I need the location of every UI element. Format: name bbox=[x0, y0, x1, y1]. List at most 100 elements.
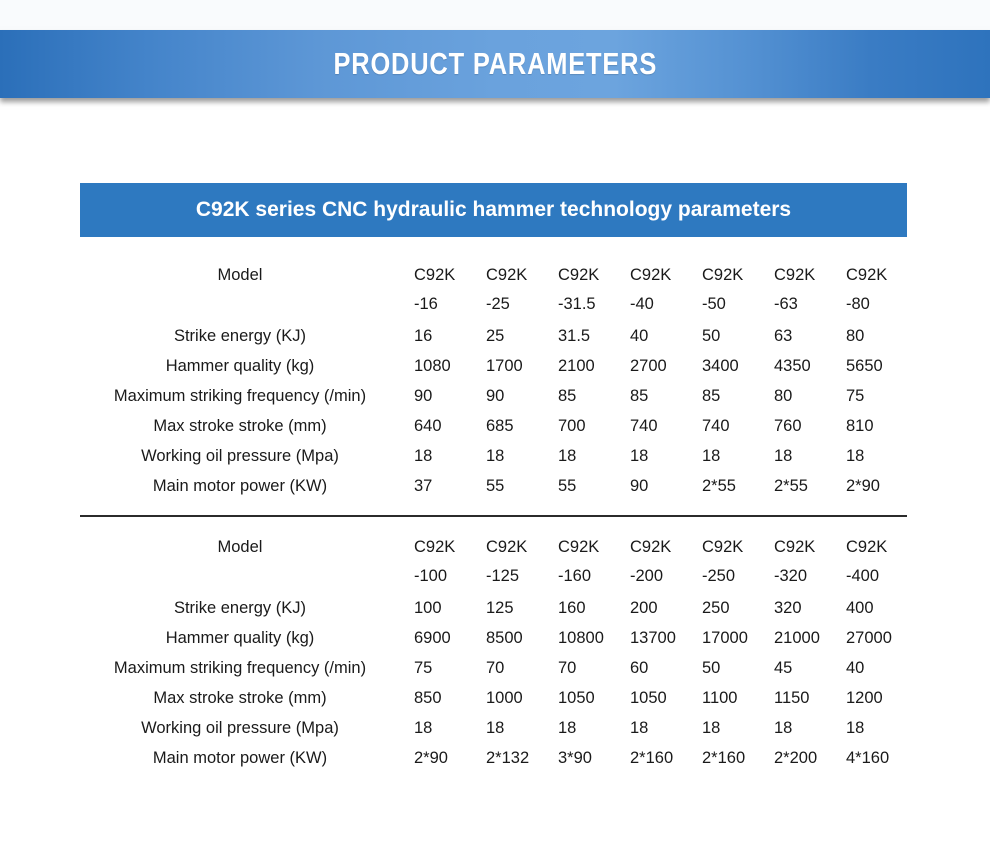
value-cell: 200 bbox=[630, 598, 658, 617]
model-cell: C92K -31.5 bbox=[544, 261, 616, 319]
model-cell: C92K -16 bbox=[400, 261, 472, 319]
model-suffix: -63 bbox=[774, 295, 798, 313]
spec-table-1: Model C92K -16 C92K -25 C92K -31.5 C92K -40 C92K -… bbox=[80, 261, 907, 501]
value-cell: 1100 bbox=[702, 688, 738, 707]
value-cell: 2*90 bbox=[414, 748, 448, 767]
row-label: Strike energy (KJ) bbox=[173, 598, 307, 617]
value-cell: 760 bbox=[774, 416, 802, 435]
model-prefix: C92K bbox=[702, 538, 744, 556]
value-cell: 90 bbox=[630, 476, 649, 495]
value-cell: 18 bbox=[774, 446, 793, 465]
model-prefix: C92K bbox=[558, 538, 600, 556]
value-cell: 18 bbox=[846, 718, 865, 737]
value-cell: 13700 bbox=[630, 628, 676, 647]
banner-gap bbox=[0, 98, 990, 183]
model-suffix: -50 bbox=[702, 295, 726, 313]
value-cell: 18 bbox=[414, 718, 433, 737]
table-row: Strike energy (KJ) 16 25 31.5 40 50 63 80 bbox=[80, 321, 907, 351]
value-cell: 70 bbox=[486, 658, 505, 677]
table-row: Main motor power (KW) 2*90 2*132 3*90 2*160 2… bbox=[80, 743, 907, 773]
value-cell: 1200 bbox=[846, 688, 883, 707]
model-prefix: C92K bbox=[630, 538, 672, 556]
row-label: Hammer quality (kg) bbox=[165, 356, 315, 375]
value-cell: 4*160 bbox=[846, 748, 890, 767]
value-cell: 17000 bbox=[702, 628, 748, 647]
value-cell: 50 bbox=[702, 326, 721, 345]
value-cell: 18 bbox=[486, 718, 505, 737]
table-row: Maximum striking frequency (/min) 90 90 85 8… bbox=[80, 381, 907, 411]
table-divider bbox=[80, 515, 907, 517]
value-cell: 2*132 bbox=[486, 748, 530, 767]
value-cell: 18 bbox=[774, 718, 793, 737]
table-row: Main motor power (KW) 37 55 55 90 2*55 2*55 2*9… bbox=[80, 471, 907, 501]
value-cell: 700 bbox=[558, 416, 586, 435]
parameters-card: C92K series CNC hydraulic hammer technol… bbox=[80, 183, 907, 773]
row-label: Main motor power (KW) bbox=[152, 748, 328, 767]
model-prefix: C92K bbox=[630, 266, 672, 284]
model-prefix: C92K bbox=[486, 538, 528, 556]
model-suffix: -80 bbox=[846, 295, 870, 313]
model-cell: C92K -125 bbox=[472, 533, 544, 591]
value-cell: 75 bbox=[846, 386, 865, 405]
value-cell: 18 bbox=[702, 718, 721, 737]
table-title: C92K series CNC hydraulic hammer technol… bbox=[195, 198, 792, 221]
model-cell: C92K -40 bbox=[616, 261, 688, 319]
value-cell: 2100 bbox=[558, 356, 595, 375]
value-cell: 8500 bbox=[486, 628, 523, 647]
value-cell: 85 bbox=[702, 386, 721, 405]
value-cell: 6900 bbox=[414, 628, 451, 647]
value-cell: 27000 bbox=[846, 628, 892, 647]
value-cell: 640 bbox=[414, 416, 442, 435]
value-cell: 10800 bbox=[558, 628, 604, 647]
value-cell: 60 bbox=[630, 658, 649, 677]
model-prefix: C92K bbox=[774, 266, 816, 284]
value-cell: 740 bbox=[702, 416, 730, 435]
value-cell: 70 bbox=[558, 658, 577, 677]
model-prefix: C92K bbox=[702, 266, 744, 284]
value-cell: 1080 bbox=[414, 356, 451, 375]
row-label: Model bbox=[217, 538, 263, 556]
model-cell: C92K -100 bbox=[400, 533, 472, 591]
row-label: Main motor power (KW) bbox=[152, 476, 328, 495]
model-row: Model C92K -100 C92K -125 C92K -160 C92K -200 C92… bbox=[80, 533, 907, 591]
value-cell: 85 bbox=[630, 386, 649, 405]
value-cell: 80 bbox=[774, 386, 793, 405]
model-prefix: C92K bbox=[486, 266, 528, 284]
model-cell: C92K -50 bbox=[688, 261, 760, 319]
row-label: Maximum striking frequency (/min) bbox=[113, 658, 367, 677]
value-cell: 2*90 bbox=[846, 476, 880, 495]
value-cell: 50 bbox=[702, 658, 721, 677]
model-cell: C92K -80 bbox=[832, 261, 904, 319]
model-suffix: -125 bbox=[486, 567, 520, 585]
value-cell: 16 bbox=[414, 326, 433, 345]
value-cell: 75 bbox=[414, 658, 433, 677]
value-cell: 25 bbox=[486, 326, 505, 345]
table-row: Working oil pressure (Mpa) 18 18 18 18 18 18 18 bbox=[80, 713, 907, 743]
value-cell: 1150 bbox=[774, 688, 810, 707]
model-prefix: C92K bbox=[846, 538, 888, 556]
value-cell: 2*200 bbox=[774, 748, 818, 767]
row-label: Max stroke stroke (mm) bbox=[153, 688, 327, 707]
model-cell: C92K -320 bbox=[760, 533, 832, 591]
value-cell: 85 bbox=[558, 386, 577, 405]
value-cell: 1700 bbox=[486, 356, 523, 375]
page-top-margin bbox=[0, 0, 990, 30]
model-cell: C92K -400 bbox=[832, 533, 904, 591]
title-gap bbox=[80, 237, 907, 261]
row-label: Hammer quality (kg) bbox=[165, 628, 315, 647]
value-cell: 2*160 bbox=[630, 748, 674, 767]
row-label: Working oil pressure (Mpa) bbox=[141, 446, 339, 465]
value-cell: 2*55 bbox=[774, 476, 808, 495]
model-suffix: -25 bbox=[486, 295, 510, 313]
value-cell: 850 bbox=[414, 688, 442, 707]
table-row: Working oil pressure (Mpa) 18 18 18 18 18 18 18 bbox=[80, 441, 907, 471]
model-suffix: -100 bbox=[414, 567, 448, 585]
value-cell: 250 bbox=[702, 598, 730, 617]
value-cell: 55 bbox=[486, 476, 505, 495]
value-cell: 40 bbox=[846, 658, 865, 677]
value-cell: 40 bbox=[630, 326, 649, 345]
value-cell: 5650 bbox=[846, 356, 883, 375]
value-cell: 18 bbox=[702, 446, 721, 465]
value-cell: 1050 bbox=[630, 688, 667, 707]
value-cell: 685 bbox=[486, 416, 514, 435]
